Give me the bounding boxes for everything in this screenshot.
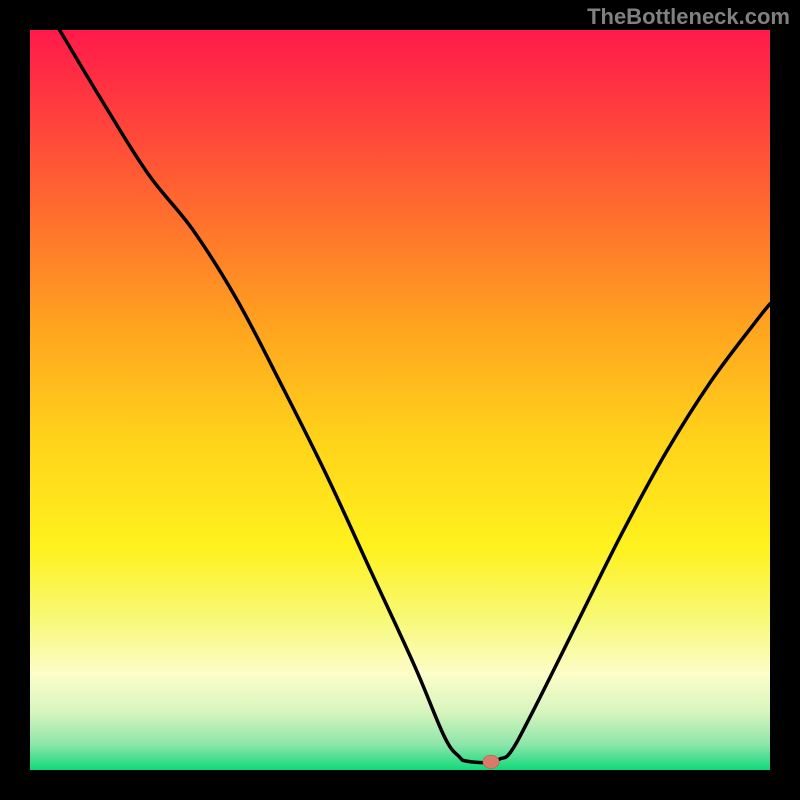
- plot-area: [30, 30, 770, 770]
- watermark-text: TheBottleneck.com: [587, 4, 790, 30]
- chart-container: TheBottleneck.com: [0, 0, 800, 800]
- chart-svg: [30, 30, 770, 770]
- gradient-background: [30, 30, 770, 770]
- optimal-point-marker: [483, 755, 499, 768]
